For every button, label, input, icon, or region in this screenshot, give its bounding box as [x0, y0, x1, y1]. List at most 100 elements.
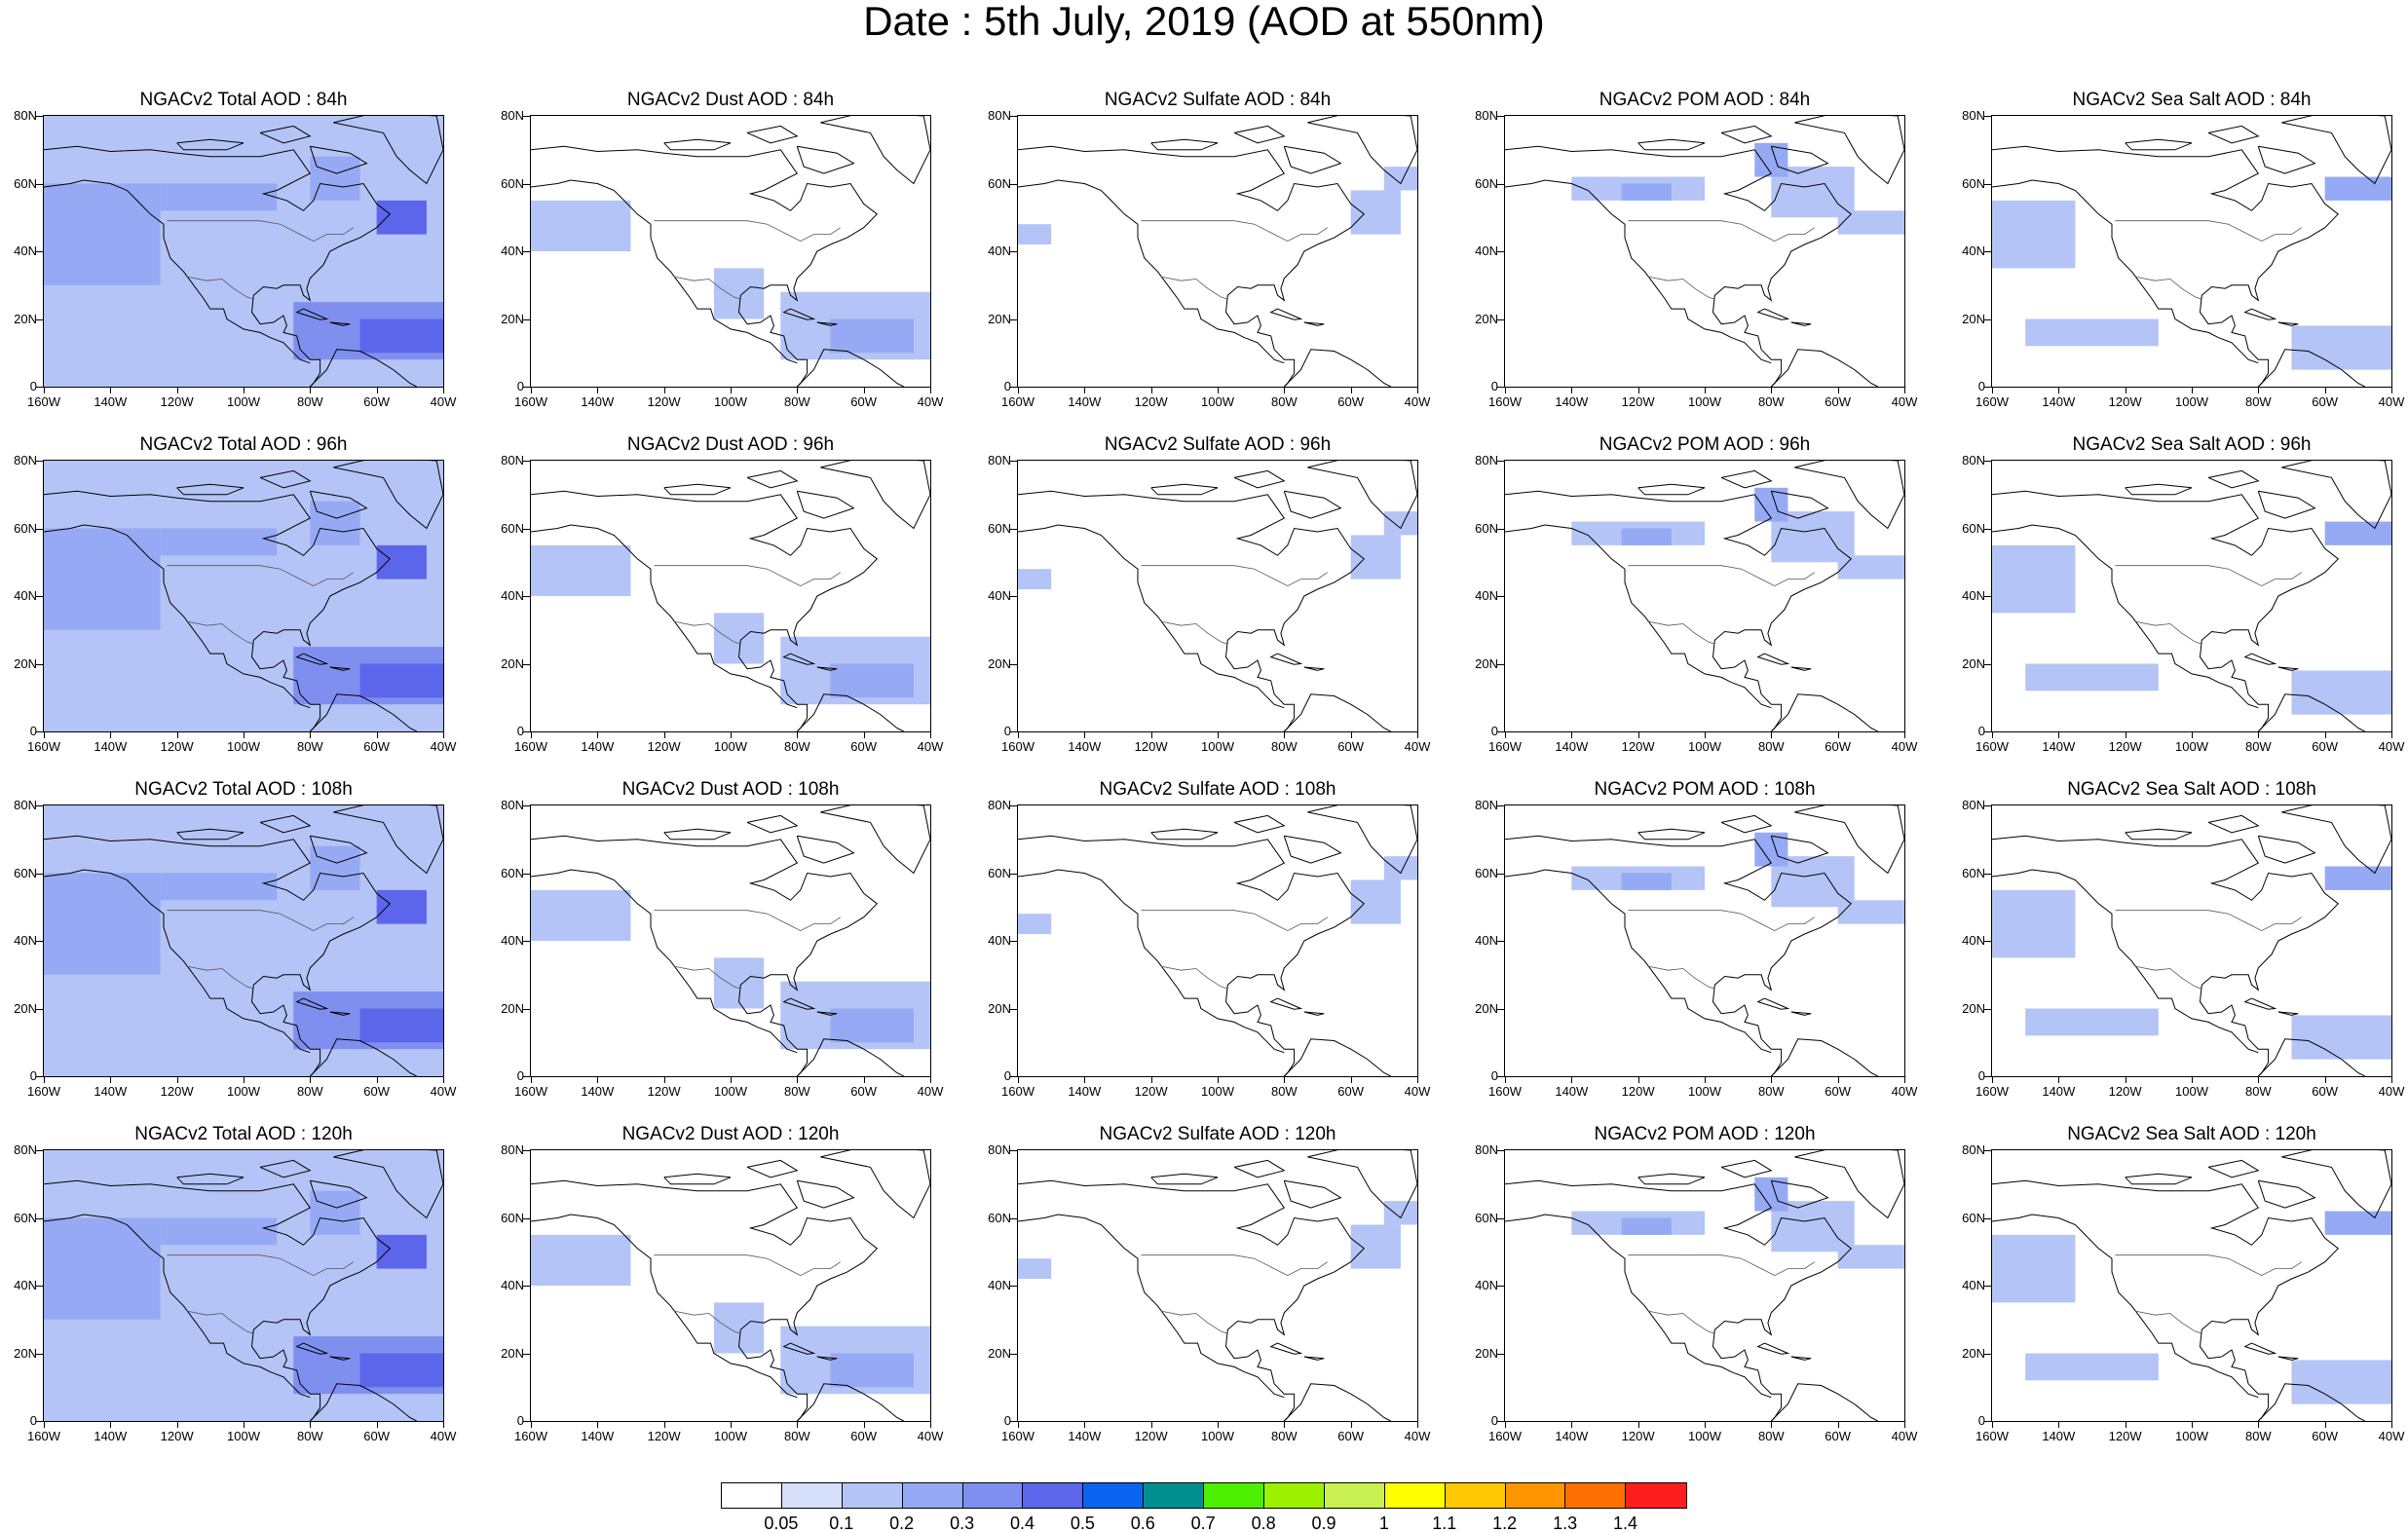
coastline [1283, 490, 1342, 519]
map-frame [1991, 1149, 2392, 1422]
coastline [1720, 125, 1773, 144]
lat-tick-label: 60N [1475, 1210, 1498, 1225]
coastline [1790, 321, 1812, 326]
colorbar-label: 1 [1378, 1514, 1389, 1533]
coastline [663, 483, 732, 496]
lat-tick-mark [1010, 873, 1017, 875]
coastline [1770, 145, 1829, 174]
coastline [295, 308, 329, 320]
lat-tick-label: 20N [14, 1345, 37, 1361]
lon-tick-label: 60W [1337, 1429, 1365, 1443]
lon-tick-label: 80W [1270, 1084, 1298, 1099]
colorbar-swatch [962, 1483, 1024, 1508]
coastline [1269, 997, 1303, 1010]
lat-tick-label: 40N [1962, 933, 1985, 948]
coastline [1756, 653, 1790, 665]
lon-tick-mark [1904, 1421, 1905, 1428]
country-border [186, 276, 253, 300]
lon-tick-mark [2192, 1076, 2193, 1083]
lat-tick-mark [36, 1286, 43, 1287]
lat-tick-mark [523, 941, 530, 942]
lat-tick-mark [1497, 1150, 1504, 1151]
coastline [1233, 1159, 1286, 1178]
coastline [2243, 653, 2277, 665]
country-border [673, 1310, 740, 1334]
lon-tick-label: 120W [2108, 739, 2142, 754]
lat-tick-mark [1497, 663, 1504, 665]
lon-tick-mark [1150, 731, 1152, 738]
aod-field [1350, 535, 1401, 580]
coastline [1307, 116, 1417, 185]
lat-tick-mark [1497, 461, 1504, 462]
lat-tick-mark [36, 183, 43, 185]
lat-tick-label: 40N [988, 1278, 1011, 1292]
coastline [1770, 1179, 1829, 1209]
coastline [1307, 1150, 1417, 1219]
country-border [673, 965, 740, 990]
lon-tick-mark [930, 387, 931, 393]
lon-tick-mark [2324, 1421, 2326, 1428]
aod-field [2291, 1360, 2391, 1404]
lat-tick-label: 0 [1490, 1413, 1498, 1428]
panel-title: NGACv2 Sea Salt AOD : 96h [2072, 434, 2312, 455]
lon-tick-label: 140W [94, 1429, 128, 1443]
coastline [1505, 835, 1853, 1076]
lon-tick-label: 80W [2244, 1084, 2272, 1099]
lon-tick-label: 40W [2378, 394, 2405, 409]
lon-tick-label: 140W [581, 739, 615, 754]
panel-title: NGACv2 Sea Salt AOD : 120h [2067, 1124, 2316, 1144]
lon-tick-mark [1417, 731, 1418, 738]
lat-tick-mark [523, 1353, 530, 1355]
lon-tick-mark [663, 1076, 665, 1083]
lat-tick-label: 60N [14, 1210, 37, 1225]
coastline [1269, 308, 1303, 320]
lon-tick-label: 120W [2108, 1429, 2142, 1443]
colorbar-label: 0.6 [1130, 1514, 1155, 1533]
lat-tick-label: 20N [501, 311, 524, 326]
lon-tick-mark [1350, 387, 1352, 393]
lat-tick-mark [36, 1076, 43, 1077]
lat-tick-mark [523, 318, 530, 320]
coastline [44, 490, 392, 731]
lon-tick-mark [597, 387, 599, 393]
coastline [531, 490, 879, 731]
lat-tick-label: 80N [14, 108, 37, 123]
lon-tick-mark [1637, 731, 1639, 738]
lat-tick-label: 80N [1962, 453, 1985, 467]
map-panel: NGACv2 Dust AOD : 84h 80N 60N 40N 20N 0 160W 14… [487, 90, 974, 434]
lon-tick-mark [1284, 1421, 1286, 1428]
coastline [531, 145, 879, 387]
lat-tick-label: 40N [1475, 933, 1498, 948]
lon-tick-mark [244, 731, 245, 738]
lat-tick-label: 80N [14, 798, 37, 812]
lon-tick-label: 80W [2244, 739, 2272, 754]
aod-map [1018, 805, 1417, 1076]
lon-tick-label: 100W [714, 1429, 747, 1443]
panel-title: NGACv2 Total AOD : 96h [139, 434, 348, 455]
lat-tick-mark [1010, 1076, 1017, 1077]
coastline [2257, 1383, 2365, 1421]
aod-field [359, 318, 443, 354]
lon-tick-label: 100W [2175, 1429, 2208, 1443]
colorbar-swatch [1144, 1483, 1205, 1508]
aod-field [1018, 569, 1052, 590]
lat-tick-mark [1984, 1008, 1991, 1010]
lon-tick-label: 160W [514, 1429, 547, 1443]
lat-tick-mark [1010, 387, 1017, 388]
map-frame [1991, 460, 2392, 732]
lon-tick-label: 40W [1404, 394, 1431, 409]
coastline [309, 490, 368, 519]
lon-tick-label: 100W [227, 1084, 260, 1099]
lon-tick-mark [1218, 731, 1219, 738]
aod-field [1383, 1201, 1417, 1225]
panel-title: NGACv2 POM AOD : 120h [1594, 1124, 1816, 1144]
lon-tick-mark [1150, 1076, 1152, 1083]
coastline [329, 321, 351, 326]
lat-tick-mark [1984, 251, 1991, 252]
lon-tick-label: 140W [1068, 394, 1102, 409]
coastline [2257, 1179, 2316, 1209]
lon-tick-label: 100W [1201, 1084, 1234, 1099]
aod-field [1621, 528, 1672, 545]
coastline [2125, 828, 2193, 841]
lon-tick-mark [2192, 1421, 2193, 1428]
